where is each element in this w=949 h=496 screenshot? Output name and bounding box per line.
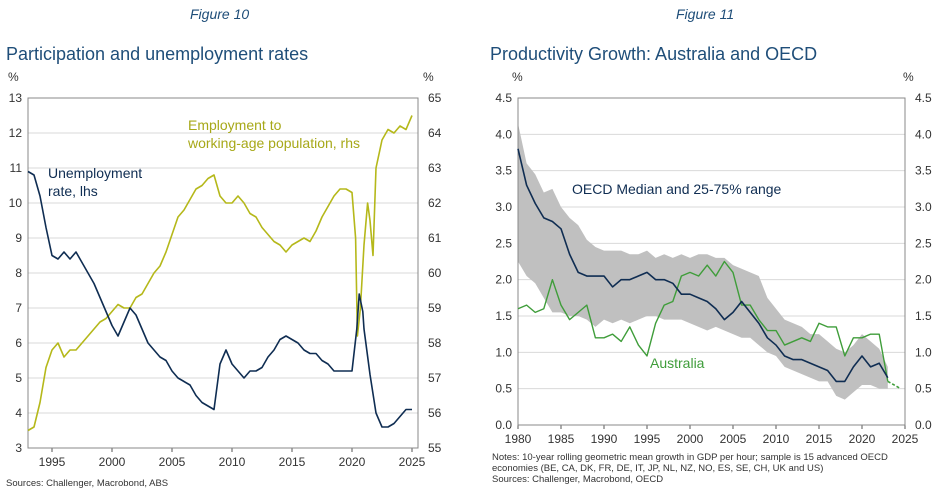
left-x-tick-label: 2025 <box>399 455 426 469</box>
left-x-tick-label: 2000 <box>99 455 126 469</box>
left-lhs-tick-label: 8 <box>15 266 22 280</box>
right-lhs-tick-label: 2.5 <box>495 236 512 250</box>
left-rhs-tick-label: 64 <box>428 126 442 140</box>
left-lhs-tick-label: 4 <box>15 406 22 420</box>
right-lhs-tick-label: 3.0 <box>495 200 512 214</box>
right-sources: Sources: Challenger, Macrobond, OECD <box>492 474 664 485</box>
left-rhs-tick-label: 62 <box>428 196 442 210</box>
unemployment-series-label-2: rate, lhs <box>48 183 98 199</box>
right-rhs-tick-label: 2.0 <box>915 273 932 287</box>
right-x-tick-label: 2020 <box>849 432 876 446</box>
australia-series-label: Australia <box>650 355 705 371</box>
right-rhs-tick-label: 0.5 <box>915 382 932 396</box>
right-notes-line2: economies (BE, CA, DK, FR, DE, IT, JP, N… <box>492 463 824 474</box>
right-lhs-tick-label: 2.0 <box>495 273 512 287</box>
unemployment-series-label: Unemployment <box>48 165 142 181</box>
left-x-tick-label: 2020 <box>339 455 366 469</box>
right-rhs-tick-label: 2.5 <box>915 236 932 250</box>
australia-dashed-tail <box>887 380 902 390</box>
oecd-median-line <box>517 148 889 383</box>
right-lhs-unit: % <box>512 70 523 84</box>
left-rhs-tick-label: 63 <box>428 161 442 175</box>
right-lhs-tick-label: 4.5 <box>495 91 512 105</box>
left-sources: Sources: Challenger, Macrobond, ABS <box>6 478 169 489</box>
right-rhs-tick-label: 4.0 <box>915 127 932 141</box>
right-x-tick-label: 2000 <box>677 432 704 446</box>
right-chart-title: Productivity Growth: Australia and OECD <box>490 44 818 64</box>
right-rhs-tick-label: 4.5 <box>915 91 932 105</box>
right-x-tick-label: 1995 <box>634 432 661 446</box>
right-rhs-tick-label: 1.5 <box>915 309 932 323</box>
left-rhs-tick-label: 65 <box>428 91 442 105</box>
right-rhs-tick-label: 0.0 <box>915 418 932 432</box>
left-rhs-tick-label: 56 <box>428 406 442 420</box>
left-lhs-tick-label: 13 <box>9 91 23 105</box>
right-lhs-tick-label: 1.0 <box>495 345 512 359</box>
right-rhs-tick-label: 3.5 <box>915 164 932 178</box>
employment-ratio-line <box>27 115 413 432</box>
right-x-tick-label: 2010 <box>763 432 790 446</box>
left-x-tick-label: 2010 <box>219 455 246 469</box>
australia-line <box>517 260 889 382</box>
oecd-iqr-band <box>518 123 888 400</box>
right-rhs-tick-label: 1.0 <box>915 345 932 359</box>
left-lhs-tick-label: 9 <box>15 231 22 245</box>
left-plot-frame <box>27 97 419 449</box>
employment-series-label-2: working-age population, rhs <box>187 135 360 151</box>
employment-series-label: Employment to <box>188 117 282 133</box>
left-x-tick-label: 2015 <box>279 455 306 469</box>
left-rhs-tick-label: 59 <box>428 301 442 315</box>
right-x-tick-label: 1990 <box>591 432 618 446</box>
left-rhs-tick-label: 57 <box>428 371 442 385</box>
left-lhs-unit: % <box>8 70 19 84</box>
right-x-tick-label: 2015 <box>806 432 833 446</box>
oecd-series-label: OECD Median and 25-75% range <box>572 181 782 197</box>
right-lhs-tick-label: 0.0 <box>495 418 512 432</box>
right-rhs-unit: % <box>903 70 914 84</box>
right-figure-label: Figure 11 <box>676 6 735 22</box>
left-rhs-tick-label: 55 <box>428 441 442 455</box>
left-rhs-tick-label: 60 <box>428 266 442 280</box>
right-x-tick-label: 2005 <box>720 432 747 446</box>
left-chart-title: Participation and unemployment rates <box>6 44 309 64</box>
left-lhs-tick-label: 7 <box>15 301 22 315</box>
right-x-tick-label: 1985 <box>548 432 575 446</box>
left-lhs-tick-label: 5 <box>15 371 22 385</box>
left-rhs-tick-label: 61 <box>428 231 442 245</box>
right-lhs-tick-label: 3.5 <box>495 164 512 178</box>
right-x-tick-label: 2025 <box>892 432 919 446</box>
right-lhs-tick-label: 1.5 <box>495 309 512 323</box>
left-rhs-tick-label: 58 <box>428 336 442 350</box>
unemployment-rate-line <box>27 170 412 428</box>
right-lhs-tick-label: 0.5 <box>495 382 512 396</box>
right-notes-line1: Notes: 10-year rolling geometric mean gr… <box>492 452 888 463</box>
left-x-tick-label: 2005 <box>159 455 186 469</box>
right-x-tick-label: 1980 <box>505 432 532 446</box>
left-rhs-unit: % <box>423 70 434 84</box>
left-lhs-tick-label: 6 <box>15 336 22 350</box>
right-rhs-tick-label: 3.0 <box>915 200 932 214</box>
left-figure-label: Figure 10 <box>190 6 250 22</box>
left-lhs-tick-label: 10 <box>9 196 23 210</box>
left-lhs-tick-label: 12 <box>9 126 23 140</box>
right-plot-frame <box>517 97 906 426</box>
right-lhs-tick-label: 4.0 <box>495 127 512 141</box>
left-x-tick-label: 1995 <box>39 455 66 469</box>
left-lhs-tick-label: 3 <box>15 441 22 455</box>
left-lhs-tick-label: 11 <box>10 161 23 175</box>
